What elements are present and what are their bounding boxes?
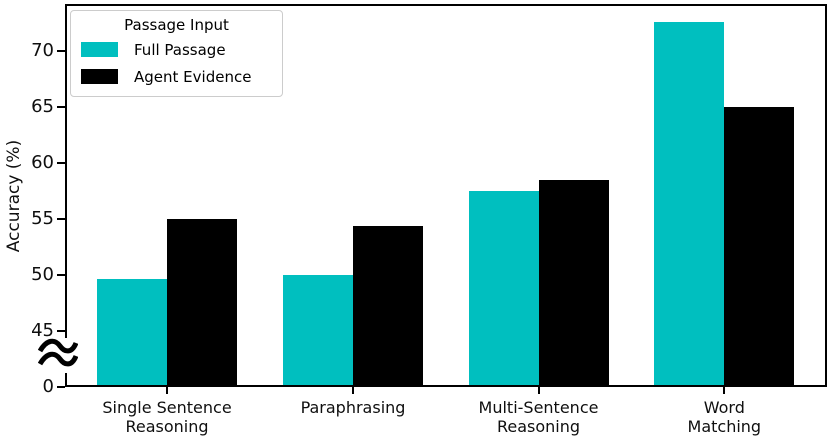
x-tick-label-multi-sentence-reasoning: Multi-Sentence Reasoning [478, 398, 599, 436]
y-tick-label-60: 60 [31, 152, 54, 173]
legend-label-agent-evidence: Agent Evidence [134, 67, 252, 86]
y-tick-50 [57, 274, 65, 276]
x-tick-multi-sentence-reasoning [537, 387, 540, 394]
x-tick-single-sentence-reasoning [166, 387, 168, 394]
legend-swatch-agent-evidence [81, 69, 118, 84]
y-tick-label-50: 50 [31, 264, 54, 285]
bar-agent-evidence-word-matching [724, 107, 795, 387]
y-tick-0 [57, 386, 65, 388]
x-tick-label-single-sentence-reasoning: Single Sentence Reasoning [102, 398, 232, 436]
bar-full-passage-single-sentence-reasoning [97, 279, 167, 387]
y-tick-label-65: 65 [31, 96, 54, 117]
y-tick-45 [57, 330, 65, 332]
y-tick-60 [57, 162, 65, 164]
y-tick-label-0: 0 [42, 376, 54, 397]
bar-full-passage-word-matching [654, 21, 725, 387]
legend: Passage Input Full Passage Agent Evidenc… [70, 10, 283, 97]
axis-break-icon [38, 335, 78, 370]
bar-agent-evidence-paraphrasing [353, 225, 423, 387]
y-tick-label-45: 45 [31, 320, 54, 341]
y-tick-label-70: 70 [31, 40, 54, 61]
x-tick-label-paraphrasing: Paraphrasing [300, 398, 406, 417]
legend-title: Passage Input [124, 16, 229, 34]
y-tick-70 [57, 50, 65, 52]
legend-swatch-full-passage [81, 42, 118, 57]
x-tick-label-word-matching: Word Matching [687, 398, 762, 436]
y-tick-65 [57, 106, 65, 108]
bar-agent-evidence-multi-sentence-reasoning [538, 179, 609, 387]
legend-label-full-passage: Full Passage [134, 40, 226, 59]
bar-agent-evidence-single-sentence-reasoning [167, 219, 237, 387]
legend-item-full-passage: Full Passage [81, 36, 272, 63]
bar-full-passage-paraphrasing [283, 275, 353, 387]
x-tick-paraphrasing [352, 387, 354, 394]
legend-item-agent-evidence: Agent Evidence [81, 63, 272, 90]
y-axis-label: Accuracy (%) [4, 139, 24, 253]
y-tick-55 [57, 218, 65, 220]
bar-full-passage-multi-sentence-reasoning [468, 191, 539, 387]
x-tick-word-matching [723, 387, 726, 394]
y-tick-label-55: 55 [31, 208, 54, 229]
